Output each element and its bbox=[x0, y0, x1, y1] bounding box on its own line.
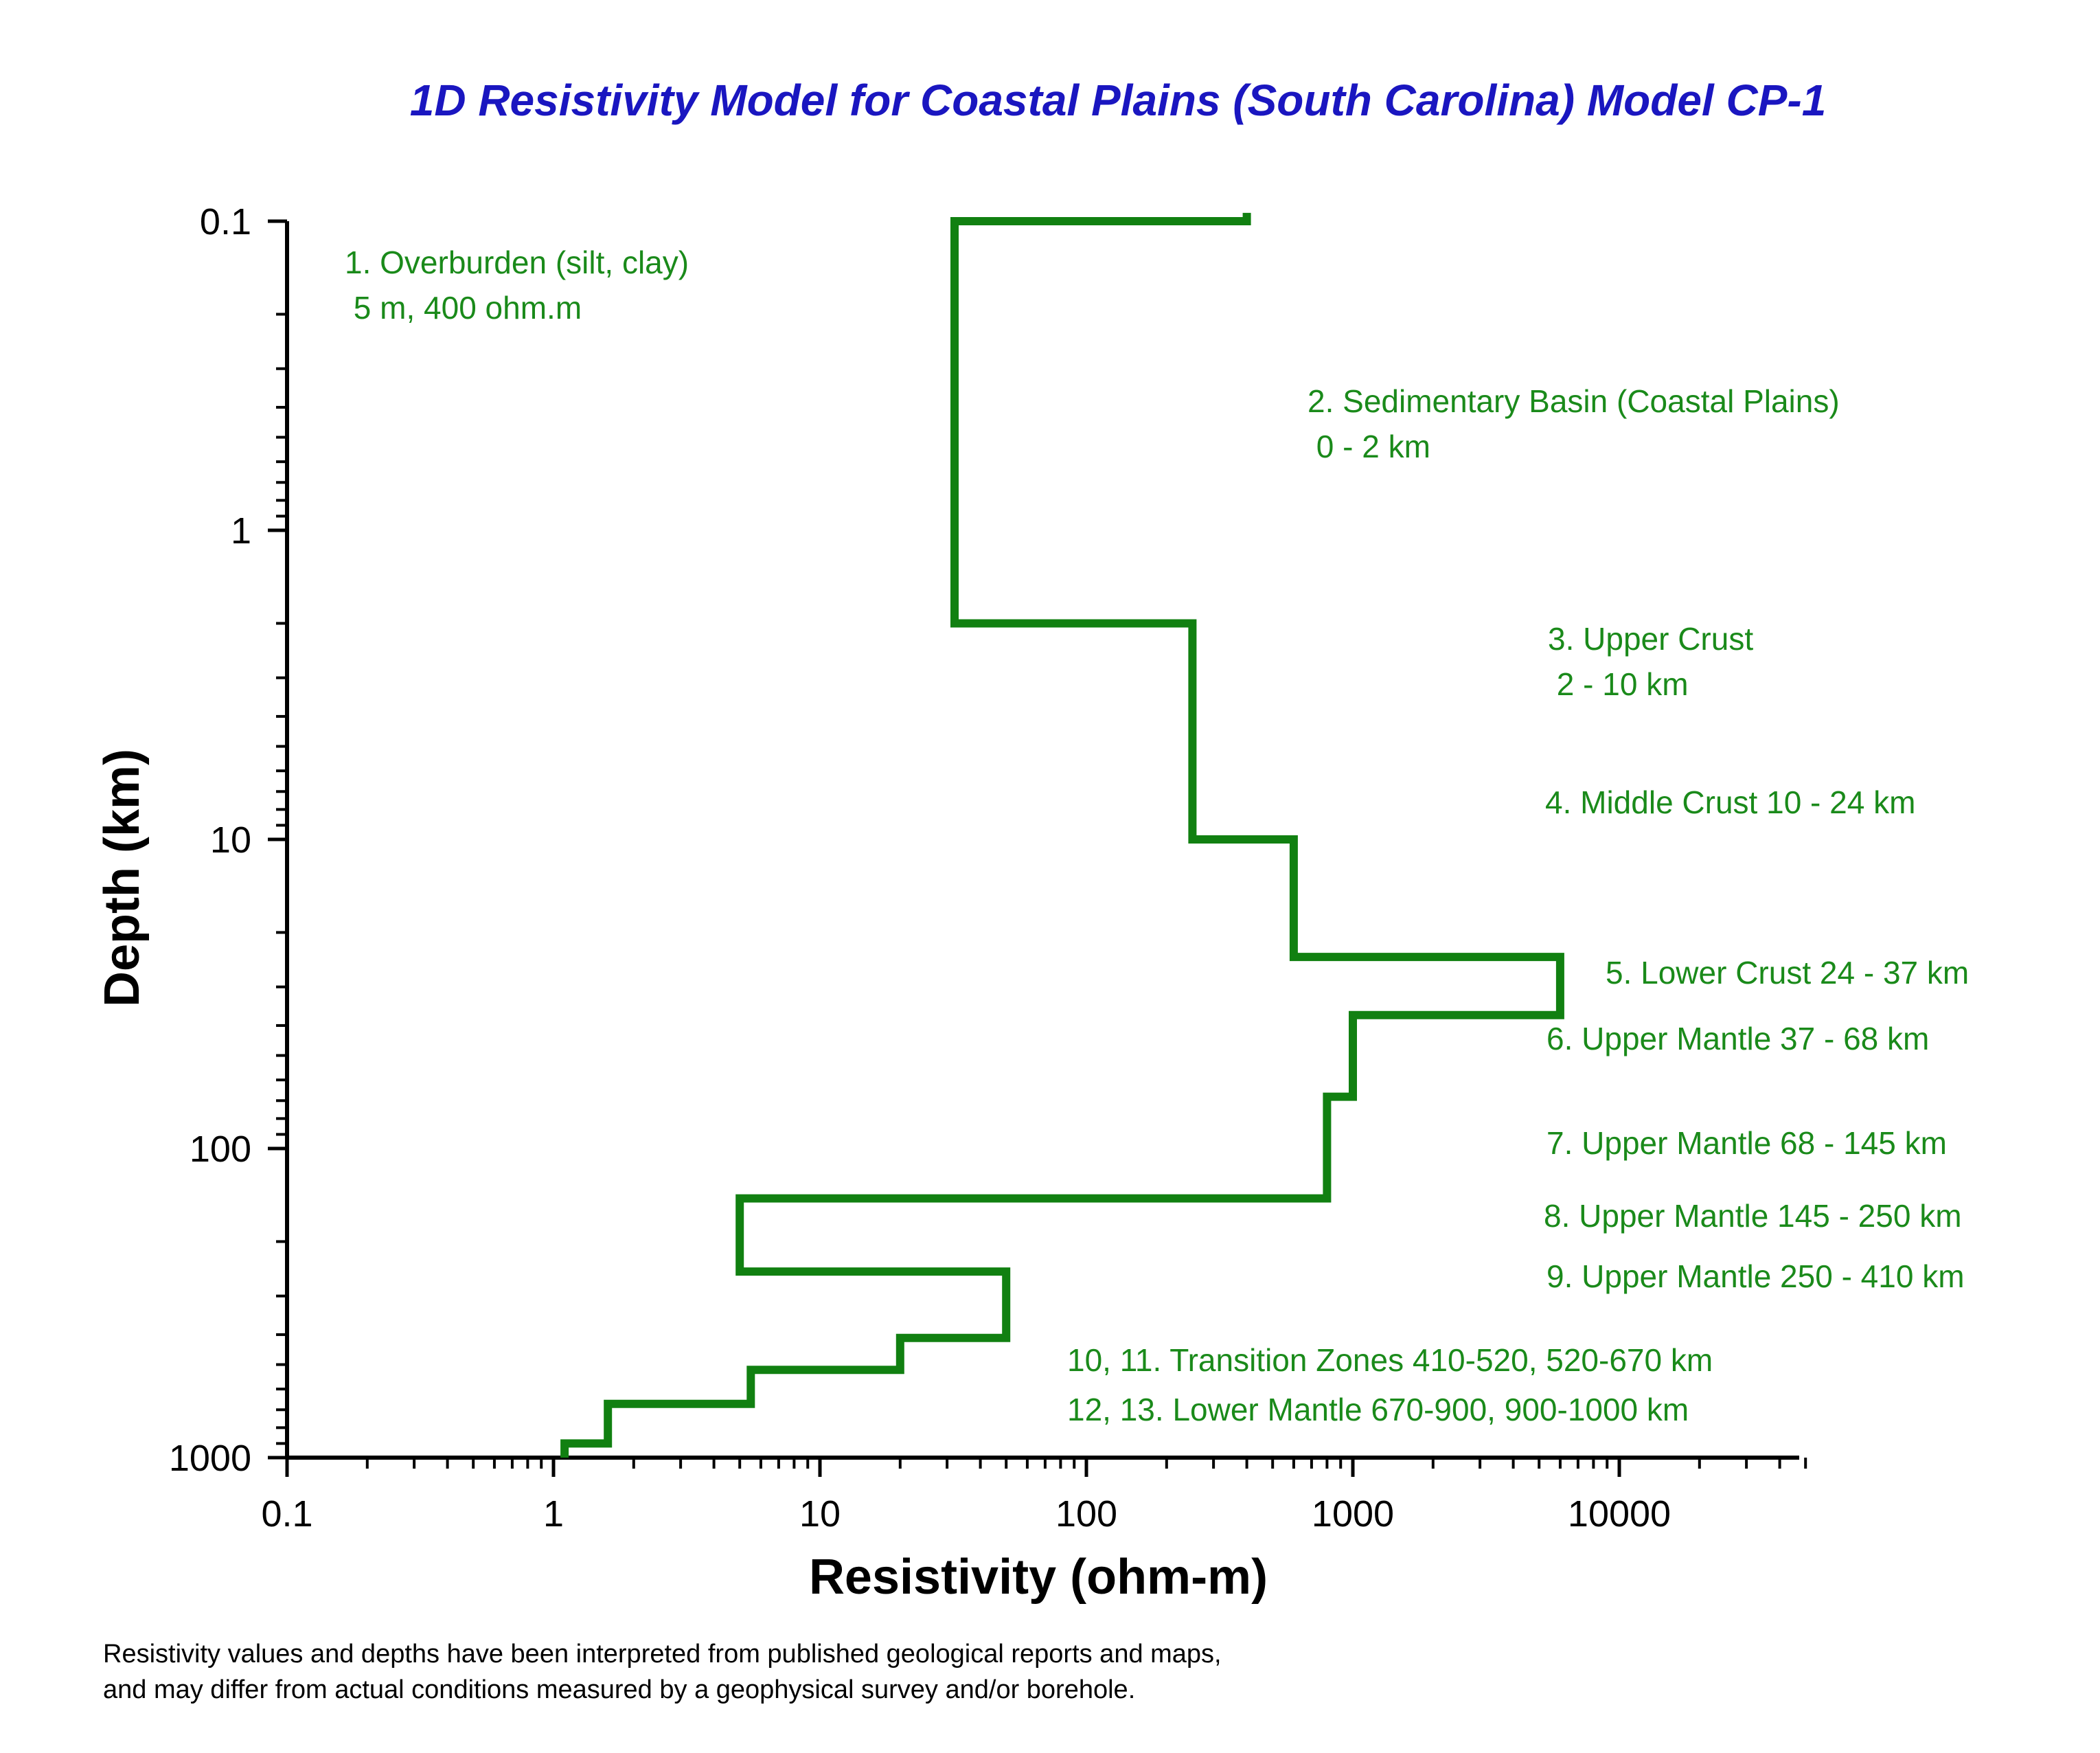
x-tick-label: 1000 bbox=[1312, 1493, 1394, 1535]
annotation-label: 8. Upper Mantle 145 - 250 km bbox=[1544, 1198, 1962, 1234]
annotation-line: 2. Sedimentary Basin (Coastal Plains) bbox=[1308, 383, 1840, 419]
annotation-label: 5. Lower Crust 24 - 37 km bbox=[1606, 955, 1969, 991]
annotation-label: 4. Middle Crust 10 - 24 km bbox=[1545, 784, 1915, 820]
annotation-line: 9. Upper Mantle 250 - 410 km bbox=[1547, 1258, 1965, 1294]
annotation-label: 6. Upper Mantle 37 - 68 km bbox=[1547, 1021, 1929, 1056]
x-tick-label: 10 bbox=[799, 1493, 841, 1535]
annotation-label: 9. Upper Mantle 250 - 410 km bbox=[1547, 1258, 1965, 1294]
annotation-line: 5. Lower Crust 24 - 37 km bbox=[1606, 955, 1969, 991]
annotation-line: 1. Overburden (silt, clay) bbox=[345, 245, 689, 280]
annotation-line: 5 m, 400 ohm.m bbox=[345, 290, 582, 326]
annotation-line: 0 - 2 km bbox=[1308, 429, 1430, 464]
axes: 0.1 1 10 100 1000 10000 0.1 1 10 100 1000 bbox=[169, 201, 1807, 1535]
annotation-label: 3. Upper Crust 2 - 10 km bbox=[1548, 621, 1753, 702]
x-tick-label: 100 bbox=[1055, 1493, 1117, 1535]
data-layer bbox=[560, 212, 1564, 1458]
y-tick-label: 1000 bbox=[169, 1438, 251, 1479]
y-tick-label: 10 bbox=[210, 819, 251, 861]
annotation-label: 2. Sedimentary Basin (Coastal Plains) 0 … bbox=[1308, 383, 1840, 464]
annotation-line: 12, 13. Lower Mantle 670-900, 900-1000 k… bbox=[1067, 1392, 1689, 1427]
x-axis-title: Resistivity (ohm-m) bbox=[809, 1550, 1268, 1605]
chart-title: 1D Resistivity Model for Coastal Plains … bbox=[410, 76, 1827, 125]
footnote-line: Resistivity values and depths have been … bbox=[103, 1640, 1222, 1669]
y-tick-label: 1 bbox=[231, 510, 251, 552]
footnote: Resistivity values and depths have been … bbox=[103, 1640, 1222, 1704]
annotation-line: 7. Upper Mantle 68 - 145 km bbox=[1547, 1125, 1947, 1161]
y-tick-label: 0.1 bbox=[200, 201, 251, 242]
annotation-label: 12, 13. Lower Mantle 670-900, 900-1000 k… bbox=[1067, 1392, 1689, 1427]
annotation-line: 3. Upper Crust bbox=[1548, 621, 1753, 657]
annotation-line: 4. Middle Crust 10 - 24 km bbox=[1545, 784, 1915, 820]
annotation-line: 10, 11. Transition Zones 410-520, 520-67… bbox=[1067, 1342, 1713, 1378]
annotation-line: 2 - 10 km bbox=[1548, 666, 1689, 702]
annotation-label: 1. Overburden (silt, clay) 5 m, 400 ohm.… bbox=[345, 245, 689, 326]
annotation-line: 8. Upper Mantle 145 - 250 km bbox=[1544, 1198, 1962, 1234]
x-tick-label: 0.1 bbox=[261, 1493, 312, 1535]
annotation-label: 10, 11. Transition Zones 410-520, 520-67… bbox=[1067, 1342, 1713, 1378]
annotation-line: 6. Upper Mantle 37 - 68 km bbox=[1547, 1021, 1929, 1056]
x-tick-label: 10000 bbox=[1568, 1493, 1671, 1535]
x-tick-label: 1 bbox=[543, 1493, 564, 1535]
resistivity-profile-line bbox=[560, 212, 1564, 1458]
y-axis-title: Depth (km) bbox=[95, 749, 150, 1007]
annotations: 1. Overburden (silt, clay) 5 m, 400 ohm.… bbox=[345, 245, 1969, 1427]
y-tick-label: 100 bbox=[190, 1129, 251, 1170]
footnote-line: and may differ from actual conditions me… bbox=[103, 1675, 1135, 1704]
annotation-label: 7. Upper Mantle 68 - 145 km bbox=[1547, 1125, 1947, 1161]
